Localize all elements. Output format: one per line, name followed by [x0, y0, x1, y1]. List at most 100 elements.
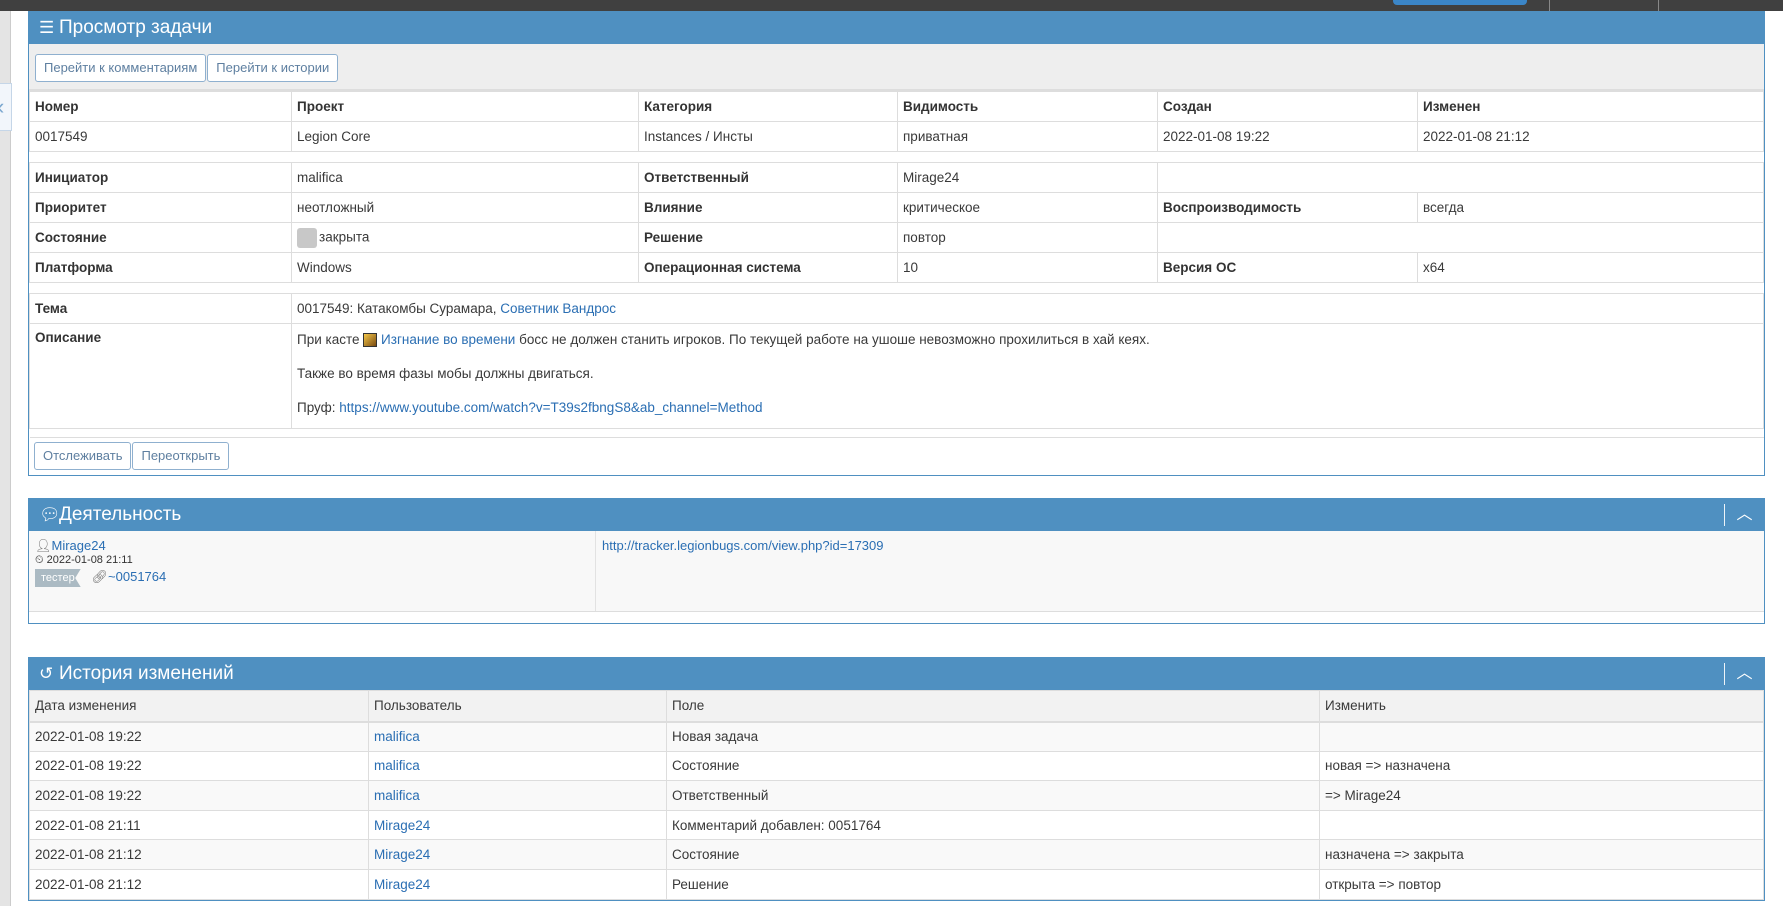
history-row: 2022-01-08 21:11 Mirage24 Комментарий доба… — [29, 809, 1764, 841]
monitor-button[interactable]: Отслеживать — [34, 442, 132, 470]
note-author-link[interactable]: Mirage24 — [51, 538, 106, 553]
history-row: 2022-01-08 19:22 malifica Новая задача — [29, 721, 1764, 752]
top-navbar — [0, 0, 1783, 11]
history-cell: 2022-01-08 19:22 — [29, 780, 369, 811]
toolbar: Перейти к комментариям Перейти к истории — [29, 44, 1764, 91]
history-user-link[interactable]: malifica — [374, 758, 420, 774]
description-value: При касте Изгнание во времени босс не до… — [291, 323, 1764, 429]
summary-value: приватная — [897, 121, 1158, 152]
history-cell — [1319, 721, 1764, 752]
history-row: 2022-01-08 21:12 Mirage24 Решение открыта =… — [29, 868, 1764, 900]
collapse-button[interactable]: ︿ — [1724, 504, 1764, 526]
history-column-header[interactable]: Пользователь — [368, 690, 667, 723]
user-icon: 👤︎ — [35, 538, 52, 553]
summary-link[interactable]: Советник Вандрос — [500, 301, 617, 316]
navbar-button[interactable] — [1393, 0, 1527, 5]
history-user-link[interactable]: malifica — [374, 729, 420, 745]
history-cell: Ответственный — [666, 780, 1320, 811]
priority-value: неотложный — [291, 192, 639, 223]
history-cell: malifica — [368, 780, 667, 811]
panel-title: История изменений — [59, 663, 234, 684]
note-url-link[interactable]: http://tracker.legionbugs.com/view.php?i… — [602, 538, 884, 553]
comments-icon: 💬︎ — [39, 505, 61, 524]
history-cell: 2022-01-08 19:22 — [29, 750, 369, 782]
history-cell: 2022-01-08 19:22 — [29, 721, 369, 752]
handler-value: Mirage24 — [897, 162, 1158, 193]
field-label: Решение — [638, 222, 898, 253]
collapse-button[interactable]: ︿ — [1724, 663, 1764, 685]
history-cell: Новая задача — [666, 721, 1320, 752]
field-label: Операционная система — [638, 252, 898, 283]
sidebar: ‹ — [0, 11, 12, 906]
status-text: закрыта — [319, 229, 370, 245]
chevron-up-icon: ︿ — [1736, 665, 1753, 682]
navbar-divider — [1549, 0, 1550, 11]
chevron-up-icon: ︿ — [1736, 506, 1753, 523]
sidebar-toggle[interactable]: ‹ — [0, 83, 12, 131]
history-column-header[interactable]: Поле — [666, 690, 1320, 723]
history-user-link[interactable]: Mirage24 — [374, 817, 431, 833]
history-cell: Mirage24 — [368, 809, 667, 841]
summary-value: 0017549 — [29, 121, 292, 152]
navbar-divider — [1658, 0, 1659, 11]
issue-view-panel: ☰ Просмотр задачи Перейти к комментариям П… — [28, 11, 1765, 476]
summary-header: Проект — [291, 91, 639, 122]
summary-header: Изменен — [1417, 91, 1764, 122]
description-text: босс не должен станить игроков. По текущ… — [519, 332, 1150, 347]
panel-header: ☰ Просмотр задачи — [29, 12, 1764, 44]
summary-header: Номер — [29, 91, 292, 122]
description-text: Пруф: — [297, 400, 336, 416]
issue-actions: Отслеживать Переоткрыть — [29, 438, 1764, 475]
activity-panel: 💬︎Деятельность ︿ 👤︎Mirage24 ⏲︎ 2022-01-0… — [28, 498, 1765, 624]
go-to-history-button[interactable]: Перейти к истории — [207, 54, 339, 82]
reporter-value: malifica — [291, 162, 639, 193]
proof-link[interactable]: https://www.youtube.com/watch?v=T39s2fbn… — [339, 400, 763, 416]
description-text: Также во время фазы мобы должны двигатьс… — [297, 366, 594, 382]
link-icon: 🔗︎ — [91, 569, 109, 584]
summary-header: Создан — [1157, 91, 1418, 122]
field-label: Состояние — [29, 222, 292, 253]
summary-header: Видимость — [897, 91, 1158, 122]
repro-value: всегда — [1417, 192, 1764, 223]
field-label: Версия ОС — [1157, 252, 1418, 283]
history-cell: 2022-01-08 21:12 — [29, 839, 369, 870]
bars-icon: ☰ — [39, 18, 55, 37]
chevron-left-icon: ‹ — [0, 94, 4, 120]
history-cell: Решение — [666, 868, 1320, 900]
platform-value: Windows — [291, 252, 639, 283]
spell-icon — [363, 333, 378, 348]
history-cell: 2022-01-08 21:12 — [29, 868, 369, 900]
note-permalink[interactable]: ~0051764 — [108, 569, 167, 584]
spell-link[interactable]: Изгнание во времени — [381, 332, 516, 347]
history-cell — [1319, 809, 1764, 841]
summary-value: Legion Core — [291, 121, 639, 152]
history-user-link[interactable]: Mirage24 — [374, 847, 431, 863]
field-label: Влияние — [638, 192, 898, 223]
history-column-header[interactable]: Дата изменения — [29, 690, 369, 723]
summary-value: 0017549: Катакомбы Сурамара, Советник Ва… — [291, 293, 1764, 324]
reopen-button[interactable]: Переоткрыть — [132, 442, 230, 470]
os-value: 10 — [897, 252, 1158, 283]
history-cell: Mirage24 — [368, 839, 667, 870]
history-icon: ↺ — [39, 664, 54, 683]
status-value: закрыта — [291, 222, 639, 253]
history-user-link[interactable]: malifica — [374, 787, 420, 803]
history-row: 2022-01-08 19:22 malifica Состояние новая =… — [29, 750, 1764, 782]
history-row: 2022-01-08 19:22 malifica Ответственный => … — [29, 780, 1764, 811]
field-label: Тема — [29, 293, 292, 324]
go-to-comments-button[interactable]: Перейти к комментариям — [35, 54, 207, 82]
panel-header: ↺ История изменений ︿ — [29, 658, 1764, 690]
history-column-header[interactable]: Изменить — [1319, 690, 1764, 723]
history-cell: 2022-01-08 21:11 — [29, 809, 369, 841]
severity-value: критическое — [897, 192, 1158, 223]
history-cell: назначена => закрыта — [1319, 839, 1764, 870]
description-text: При касте — [297, 332, 360, 347]
history-table: Дата изменения Пользователь Поле Изменить 2… — [29, 690, 1764, 900]
summary-value: 2022-01-08 21:12 — [1417, 121, 1764, 152]
field-label: Описание — [29, 323, 292, 429]
resolution-value: повтор — [897, 222, 1158, 253]
clock-icon: ⏲︎ — [35, 554, 44, 566]
history-cell: новая => назначена — [1319, 750, 1764, 782]
history-user-link[interactable]: Mirage24 — [374, 876, 431, 892]
history-cell: Состояние — [666, 839, 1320, 870]
